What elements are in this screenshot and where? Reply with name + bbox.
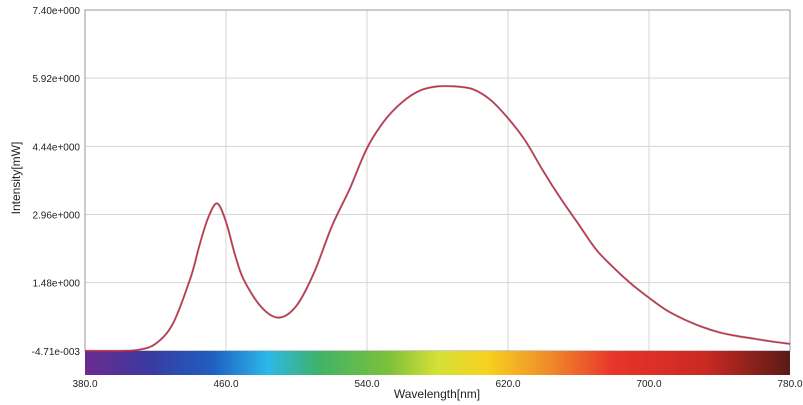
x-tick-label: 380.0 [72,379,97,390]
y-tick-label: 5.92e+000 [32,74,80,85]
y-tick-labels: -4.71e-003 1.48e+000 2.96e+000 4.44e+000 5.9… [32,6,81,358]
y-tick-label: 2.96e+000 [32,210,80,221]
spectrum-color-bar [85,351,790,375]
x-tick-label: 700.0 [636,379,661,390]
y-tick-label: -4.71e-003 [32,347,81,358]
x-tick-label: 780.0 [777,379,802,390]
series-line [84,85,791,352]
x-tick-label: 460.0 [213,379,238,390]
x-tick-labels: 380.0 460.0 540.0 620.0 700.0 780.0 [72,379,802,390]
plot-frame [84,9,791,352]
series-noise-line [84,84,791,352]
x-axis-title: Wavelength[nm] [394,387,480,401]
y-tick-label: 4.44e+000 [32,142,80,153]
x-tick-label: 540.0 [354,379,379,390]
y-axis-title: Intensity[mW] [9,142,23,215]
grid-lines [85,10,790,351]
x-tick-label: 620.0 [495,379,520,390]
y-tick-label: 7.40e+000 [32,6,80,17]
y-tick-label: 1.48e+000 [32,279,80,290]
